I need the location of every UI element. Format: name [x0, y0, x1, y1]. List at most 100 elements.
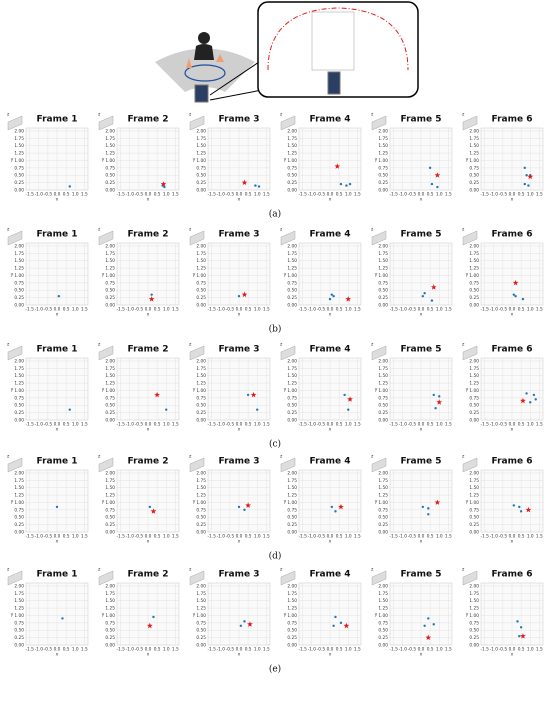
axis-box-3d [98, 345, 114, 361]
x-tick-label: 1.5 [81, 307, 88, 313]
x-tick-label: 0.0 [54, 534, 61, 540]
frame-panel: Frame 3 z -1.5 -1.0 -0.5 0.0 0.5 1.0 1.5 0.00 0.25… [189, 455, 271, 545]
y-tick-label: 1.00 [469, 388, 479, 394]
x-tick-label: 1.5 [445, 192, 452, 198]
z-label: z [98, 343, 101, 348]
frame-panel: Frame 5 z -1.5 -1.0 -0.5 0.0 0.5 1.0 1.5 0.00 0.25… [371, 228, 453, 318]
y-tick-label: 0.50 [196, 515, 206, 521]
x-tick-label: -1.5 [25, 647, 34, 653]
y-tick-label: 1.00 [14, 158, 24, 164]
x-axis-label: x [56, 198, 59, 203]
y-tick-label: 0.00 [287, 530, 297, 536]
radar-point [345, 184, 348, 187]
radar-point [328, 297, 332, 301]
x-tick-label: 1.0 [527, 647, 534, 653]
y-tick-label: 0.25 [287, 180, 297, 186]
x-tick-label: -1.0 [308, 422, 317, 428]
x-tick-label: -0.5 [317, 534, 326, 540]
y-tick-label: 0.00 [196, 418, 206, 424]
y-tick-label: 0.75 [378, 165, 388, 171]
z-label: z [371, 455, 374, 460]
y-tick-label: 2.00 [14, 358, 24, 364]
hand-position [512, 279, 519, 286]
x-tick-label: 0.0 [327, 422, 334, 428]
hand-position [160, 181, 167, 187]
x-tick-label: 1.5 [263, 307, 270, 313]
y-tick-label: 0.00 [469, 303, 479, 309]
x-tick-label: 1.0 [436, 422, 443, 428]
x-tick-label: 0.0 [327, 307, 334, 313]
x-tick-label: 1.0 [72, 307, 79, 313]
y-tick-label: 1.00 [378, 613, 388, 619]
radar-point [243, 620, 246, 623]
y-tick-label: 2.00 [196, 470, 206, 476]
x-tick-label: -0.5 [135, 192, 144, 198]
y-tick-label: 2.00 [287, 128, 297, 134]
x-tick-label: -0.5 [226, 192, 235, 198]
y-tick-label: 0.75 [378, 395, 388, 401]
x-tick-label: 1.0 [345, 534, 352, 540]
y-tick-label: 0.50 [105, 403, 115, 409]
x-tick-label: 0.0 [418, 647, 425, 653]
y-tick-label: 0.25 [469, 522, 479, 528]
y-tick-label: 0.50 [105, 288, 115, 294]
y-tick-label: 1.50 [196, 258, 206, 264]
y-tick-label: 1.75 [196, 251, 206, 257]
y-tick-label: 2.00 [378, 583, 388, 589]
x-tick-label: -1.5 [207, 307, 216, 313]
y-tick-label: 2.00 [105, 128, 115, 134]
axis-box-3d [7, 457, 23, 473]
radar-board [327, 71, 341, 95]
y-tick-label: 1.00 [196, 158, 206, 164]
radar-point [525, 392, 528, 395]
frame-title: Frame 5 [401, 115, 442, 125]
x-tick-label: 1.5 [445, 647, 452, 653]
y-tick-label: 1.25 [469, 606, 479, 612]
y-tick-label: 1.50 [14, 485, 24, 491]
z-label: z [280, 343, 283, 348]
frame-panel: Frame 4 z -1.5 -1.0 -0.5 0.0 0.5 1.0 1.5 0.00 0.25… [280, 113, 362, 203]
frame-panel: Frame 6 z -1.5 -1.0 -0.5 0.0 0.5 1.0 1.5 0.00 0.25… [462, 343, 544, 433]
x-tick-label: -1.5 [480, 192, 489, 198]
y-tick-label: 0.75 [469, 395, 479, 401]
x-tick-label: 1.5 [263, 192, 270, 198]
x-tick-label: -0.5 [44, 647, 53, 653]
y-tick-label: 1.50 [196, 485, 206, 491]
x-tick-label: -1.0 [308, 307, 317, 313]
y-tick-label: 1.25 [378, 493, 388, 499]
x-tick-label: 0.5 [154, 307, 161, 313]
y-tick-label: 1.50 [196, 598, 206, 604]
y-tick-label: 0.00 [105, 303, 115, 309]
x-tick-label: 0.5 [63, 307, 70, 313]
radar-point [246, 393, 250, 397]
y-tick-label: 2.00 [105, 358, 115, 364]
inset-plot [311, 11, 355, 71]
y-tick-label: 1.75 [196, 136, 206, 142]
x-tick-label: 0.5 [154, 422, 161, 428]
row-label: (b) [269, 324, 282, 335]
x-tick-label: 0.5 [245, 307, 252, 313]
axis-box-3d [7, 230, 23, 246]
x-tick-label: 1.0 [72, 422, 79, 428]
y-tick-label: 1.25 [105, 266, 115, 272]
y-tick-label: 0.50 [378, 515, 388, 521]
y-tick-label: 0.00 [378, 188, 388, 194]
radar-point [68, 408, 71, 411]
y-tick-label: 0.00 [287, 418, 297, 424]
x-tick-label: 1.5 [536, 534, 543, 540]
x-tick-label: -1.0 [217, 422, 226, 428]
x-tick-label: -1.5 [116, 192, 125, 198]
x-tick-label: -0.5 [317, 647, 326, 653]
y-tick-label: 2.00 [378, 128, 388, 134]
x-axis-label: x [420, 313, 423, 318]
x-tick-label: 1.0 [527, 422, 534, 428]
frame-title: Frame 6 [492, 115, 533, 125]
y-tick-label: 0.50 [378, 288, 388, 294]
hand-position [525, 506, 532, 513]
x-tick-label: -1.0 [35, 647, 44, 653]
y-tick-label: 2.00 [287, 243, 297, 249]
y-tick-label: 1.00 [469, 613, 479, 619]
x-tick-label: 0.5 [518, 647, 525, 653]
x-axis-label: x [56, 653, 59, 658]
